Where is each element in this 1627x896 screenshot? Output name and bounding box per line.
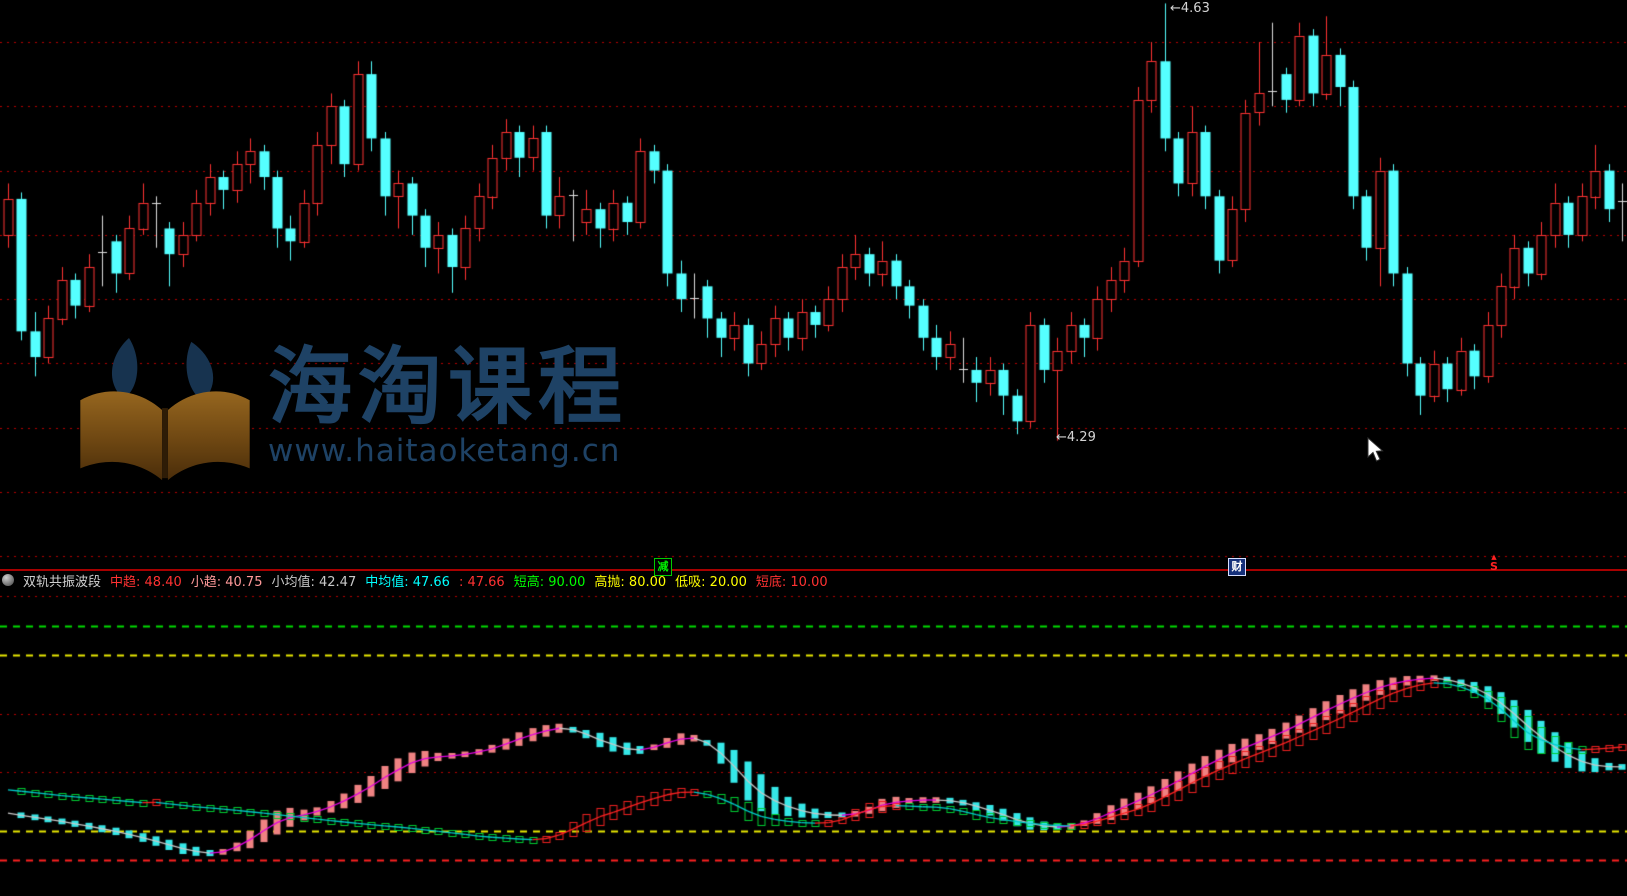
indicator-field: 短底: 10.00	[755, 574, 828, 590]
sell-arrow-icon: ▲	[1491, 553, 1497, 561]
signal-badge-财: 财	[1228, 558, 1246, 576]
indicator-fields: 中趋: 48.40 小趋: 40.75 小均值: 42.47 中均值: 47.66 : …	[110, 571, 837, 590]
indicator-field: 中均值: 47.66	[365, 574, 450, 590]
indicator-field: : 47.66	[458, 574, 505, 590]
indicator-field: 中趋: 48.40	[110, 574, 182, 590]
indicator-field: 小均值: 42.47	[271, 574, 357, 590]
indicator-field: 低吸: 20.00	[675, 574, 747, 590]
panel-separator	[0, 569, 1627, 571]
price-chart-canvas[interactable]	[0, 0, 1627, 570]
mouse-cursor	[1367, 437, 1384, 462]
indicator-header: 双轨共振波段 中趋: 48.40 小趋: 40.75 小均值: 42.47 中均值: …	[0, 570, 1627, 590]
indicator-field: 高抛: 80.00	[594, 574, 667, 590]
sell-letter: S	[1490, 560, 1498, 573]
signal-badge-减: 减	[654, 558, 672, 576]
indicator-field: 小趋: 40.75	[190, 574, 263, 590]
indicator-icon	[2, 574, 14, 586]
indicator-name[interactable]: 双轨共振波段	[23, 574, 102, 590]
signal-badge-S: ▲ S	[1487, 553, 1501, 573]
indicator-chart-canvas[interactable]	[0, 590, 1627, 896]
price-low-annotation: ←4.29	[1056, 430, 1096, 445]
indicator-field: 短高: 90.00	[513, 574, 586, 590]
price-high-annotation: ←4.63	[1170, 1, 1210, 16]
